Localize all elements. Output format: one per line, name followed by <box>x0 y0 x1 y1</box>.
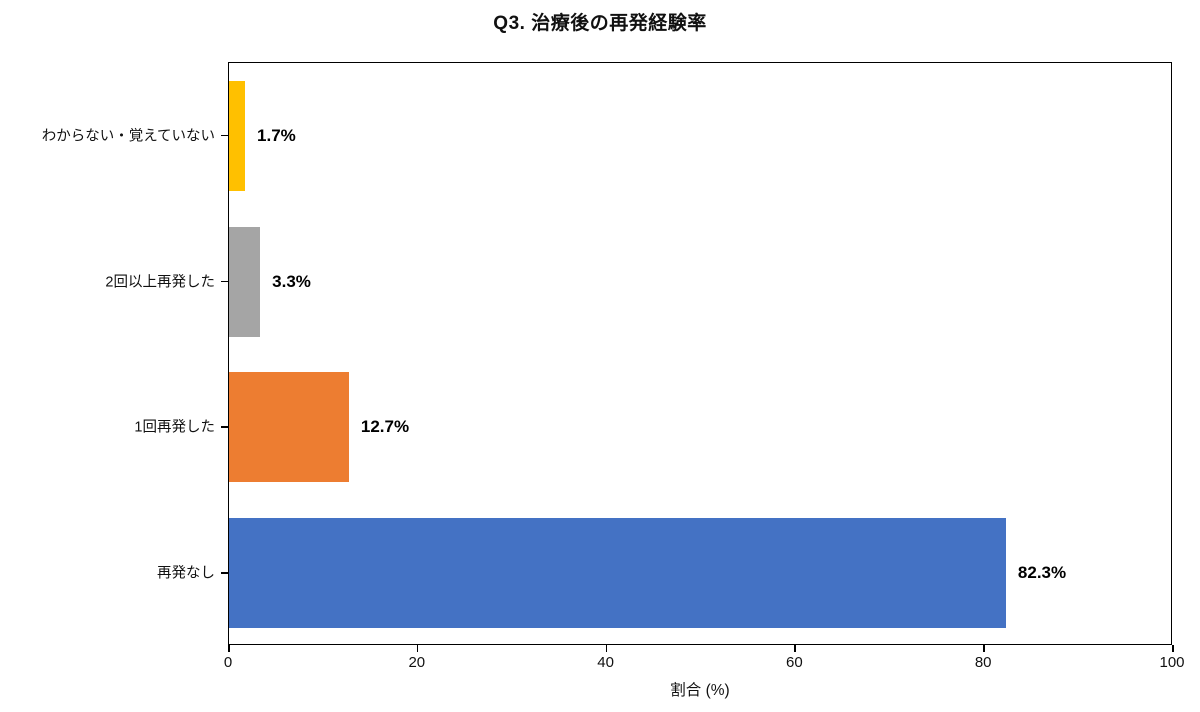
x-axis-label: 割合 (%) <box>670 682 730 699</box>
x-tick-mark-1 <box>416 645 419 652</box>
x-tick-mark-3 <box>794 645 796 652</box>
bar-value-label-1: 3.3% <box>272 271 311 291</box>
x-tick-label-0: 0 <box>223 654 233 671</box>
x-tick-mark-2 <box>605 645 608 652</box>
y-tick-mark-0 <box>221 134 228 137</box>
y-category-label-3: 再発なし <box>157 565 215 582</box>
x-tick-label-4: 80 <box>974 654 992 671</box>
bar-value-label-2: 12.7% <box>360 417 410 437</box>
x-tick-label-1: 20 <box>408 654 426 671</box>
x-tick-label-2: 40 <box>597 654 614 671</box>
bar-0 <box>229 80 246 191</box>
x-tick-mark-4 <box>983 645 985 652</box>
y-axis-labels: わからない・覚えていない 2回以上再発した 1回再発した再発なし <box>0 62 215 645</box>
y-tick-mark-2 <box>221 426 228 428</box>
y-tick-mark-3 <box>221 572 228 574</box>
plot-area: 1.7% 3.3% 12.7% 82.3% <box>228 62 1172 645</box>
bar-3 <box>229 518 1006 629</box>
x-tick-label-3: 60 <box>786 654 803 671</box>
bar-2 <box>229 372 349 483</box>
y-tick-mark-1 <box>221 280 228 283</box>
y-category-label-1: 2回以上再発した <box>105 274 215 291</box>
bar-1 <box>229 226 261 337</box>
bar-value-label-0: 1.7% <box>257 125 296 145</box>
bar-value-label-3: 82.3% <box>1017 563 1067 583</box>
y-category-label-0: わからない・覚えていない <box>41 128 215 145</box>
x-tick-mark-5 <box>1172 645 1174 652</box>
x-tick-mark-0 <box>228 645 230 652</box>
chart-title: Q3. 治療後の再発経験率 <box>493 13 707 34</box>
y-category-label-2: 1回再発した <box>134 419 215 436</box>
x-tick-label-5: 100 <box>1159 654 1185 671</box>
